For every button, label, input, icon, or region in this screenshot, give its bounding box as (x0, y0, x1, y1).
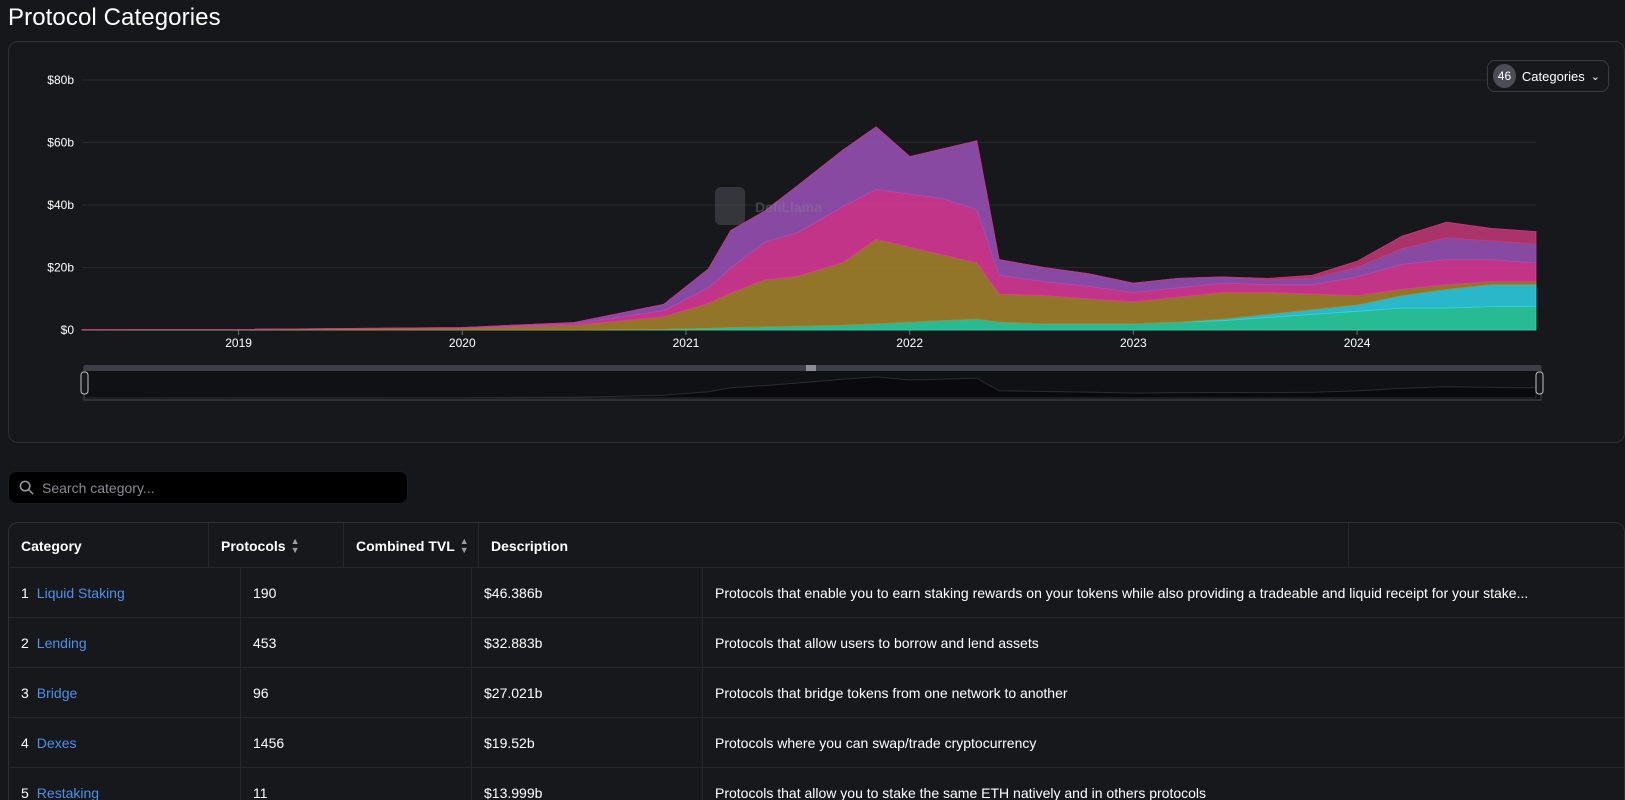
header-description: Description (479, 523, 1349, 568)
tvl-stacked-area-chart[interactable]: $0$20b$40b$60b$80b 2019 2020 2021 2022 2023 2… (9, 42, 1624, 442)
cell-protocols: 96 (241, 668, 472, 718)
chart-card: $0 $20b $40b $60b $80b 2019 2020 2021 2022 2023 2… (8, 41, 1625, 443)
cell-protocols: 190 (241, 568, 472, 618)
sort-icon: ▲ ▼ (459, 535, 469, 555)
header-category-label: Category (21, 537, 82, 554)
categories-dropdown-button[interactable]: 46 Categories ⌄ (1487, 60, 1609, 92)
header-protocols-label: Protocols (221, 537, 286, 554)
y-tick-label: $80b (47, 73, 74, 87)
cell-tvl: $46.386b (472, 568, 703, 618)
zoom-slider-left-handle[interactable] (80, 371, 89, 395)
categories-count-badge: 46 (1493, 64, 1516, 88)
cell-description: Protocols that allow users to borrow and… (715, 635, 1039, 651)
header-protocols[interactable]: Protocols ▲ ▼ (209, 523, 344, 568)
zoom-slider-right-handle[interactable] (1535, 371, 1544, 395)
cell-category: 1 Liquid Staking (9, 568, 241, 618)
cell-description: Protocols that bridge tokens from one ne… (715, 685, 1068, 701)
y-tick-label: $0 (61, 323, 75, 337)
table-body: 1 Liquid Staking 190 $46.386b Protocols that… (9, 568, 1624, 800)
row-rank: 5 (21, 785, 29, 800)
category-link[interactable]: Restaking (36, 785, 100, 800)
x-tick-label: 2019 (225, 336, 252, 350)
area-series-5 (81, 126, 1537, 331)
category-link[interactable]: Dexes (36, 735, 77, 751)
chevron-down-icon: ⌄ (1590, 70, 1600, 83)
cell-tvl: $27.021b (472, 668, 703, 718)
watermark: DefiLlama (715, 187, 822, 225)
categories-label: Categories (1521, 68, 1585, 84)
row-rank: 4 (21, 735, 29, 751)
area-series (81, 126, 1537, 331)
category-link[interactable]: Liquid Staking (36, 585, 125, 601)
row-rank: 3 (21, 685, 29, 701)
cell-protocols: 11 (241, 768, 472, 800)
zoom-slider[interactable] (80, 365, 1544, 401)
zoom-slider-drag-handle[interactable] (806, 365, 816, 371)
x-tick-label: 2022 (896, 336, 923, 350)
categories-table: Category Protocols ▲ ▼ Combined TVL ▲ ▼ De… (8, 522, 1625, 800)
cell-description: Protocols that allow you to stake the sa… (715, 785, 1207, 800)
zoom-slider-preview (81, 376, 1537, 399)
table-row[interactable]: 5 Restaking 11 $13.999b Protocols that allow… (9, 768, 1624, 800)
x-axis: 2019 2020 2021 2022 2023 2024 (82, 329, 1536, 350)
cell-protocols: 453 (241, 618, 472, 668)
row-rank: 1 (21, 585, 29, 601)
cell-category: 3 Bridge (9, 668, 241, 718)
header-tvl-label: Combined TVL (356, 537, 455, 554)
sort-icon: ▲ ▼ (290, 535, 300, 555)
x-tick-label: 2021 (673, 336, 700, 350)
y-axis: $0 $20b $40b $60b $80b (47, 73, 74, 337)
table-row[interactable]: 1 Liquid Staking 190 $46.386b Protocols that… (9, 568, 1624, 618)
cell-tvl: $19.52b (472, 718, 703, 768)
table-row[interactable]: 4 Dexes 1456 $19.52b Protocols where you can… (9, 718, 1624, 768)
cell-tvl: $32.883b (472, 618, 703, 668)
y-tick-label: $20b (47, 261, 74, 275)
cell-protocols: 1456 (241, 718, 472, 768)
page-title: Protocol Categories (8, 4, 221, 31)
cell-description: Protocols where you can swap/trade crypt… (715, 735, 1037, 751)
search-icon (19, 480, 34, 495)
cell-description: Protocols that enable you to earn stakin… (715, 585, 1529, 601)
x-tick-label: 2020 (449, 336, 476, 350)
table-row[interactable]: 2 Lending 453 $32.883b Protocols that allow … (9, 618, 1624, 668)
table-header: Category Protocols ▲ ▼ Combined TVL ▲ ▼ De… (9, 523, 1624, 568)
header-description-label: Description (491, 537, 569, 554)
watermark-logo-icon (715, 187, 745, 225)
y-tick-label: $60b (47, 136, 74, 150)
cell-tvl: $13.999b (472, 768, 703, 800)
search-category-input[interactable] (42, 479, 382, 496)
cell-category: 5 Restaking (9, 768, 241, 800)
header-tvl[interactable]: Combined TVL ▲ ▼ (344, 523, 479, 568)
row-rank: 2 (21, 635, 29, 651)
category-link[interactable]: Lending (36, 635, 87, 651)
x-tick-label: 2023 (1120, 336, 1147, 350)
y-tick-label: $40b (47, 198, 74, 212)
table-row[interactable]: 3 Bridge 96 $27.021b Protocols that bridge t… (9, 668, 1624, 718)
header-category[interactable]: Category (9, 523, 209, 568)
category-link[interactable]: Bridge (36, 685, 78, 701)
cell-category: 2 Lending (9, 618, 241, 668)
watermark-text: DefiLlama (755, 199, 822, 215)
cell-category: 4 Dexes (9, 718, 241, 768)
search-category-box[interactable] (8, 471, 408, 504)
x-tick-label: 2024 (1344, 336, 1371, 350)
